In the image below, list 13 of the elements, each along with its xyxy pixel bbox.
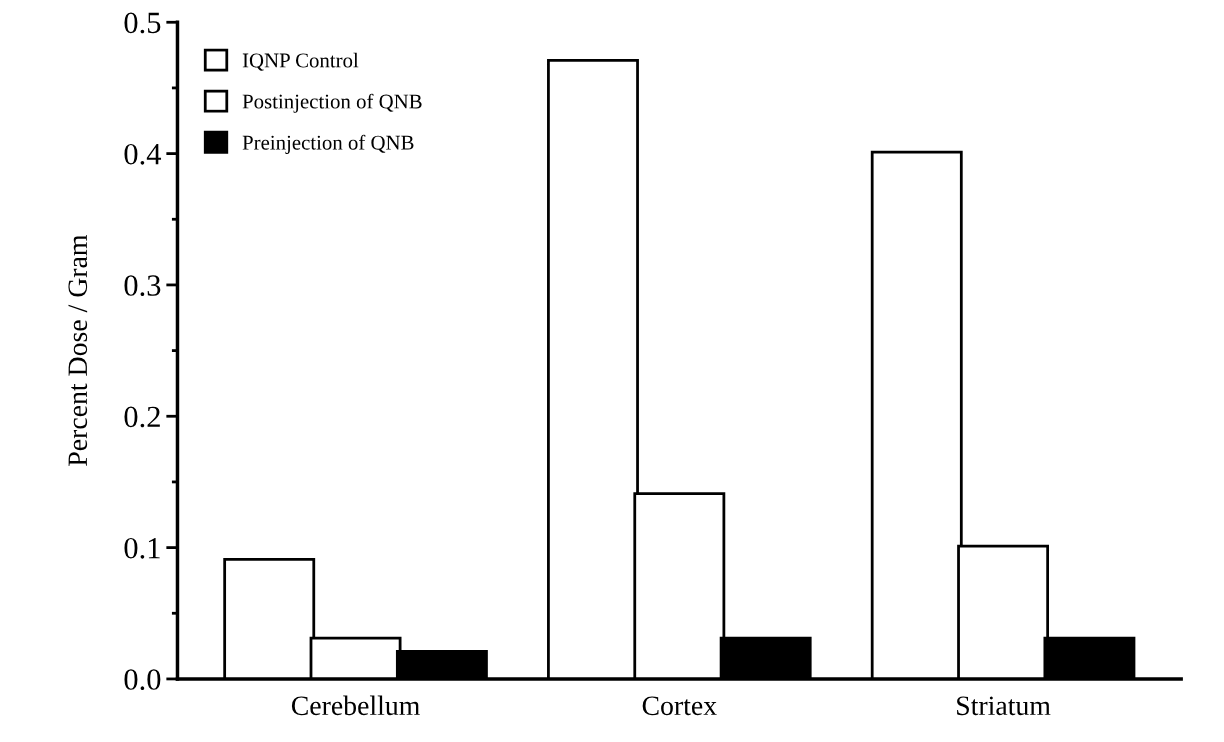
x-tick-label: Striatum: [957, 696, 1051, 716]
legend-label: IQNP Control: [242, 52, 359, 71]
legend-label: Postinjection of QNB: [242, 93, 422, 113]
y-tick-label: 0.2: [124, 406, 160, 428]
y-tick-label: 0.1: [124, 537, 160, 559]
y-tick-label: 0.5: [124, 12, 161, 34]
y-axis-title: Percent Dose / Gram: [68, 234, 88, 466]
legend-label: Preinjection of QNB: [242, 134, 414, 154]
y-tick-label: 0.4: [124, 143, 162, 165]
x-tick-label: Cerebellum: [291, 695, 420, 716]
y-tick-label: 0.3: [124, 275, 161, 296]
y-tick-label: 0.0: [124, 669, 161, 690]
x-tick-label: Cortex: [642, 696, 717, 716]
